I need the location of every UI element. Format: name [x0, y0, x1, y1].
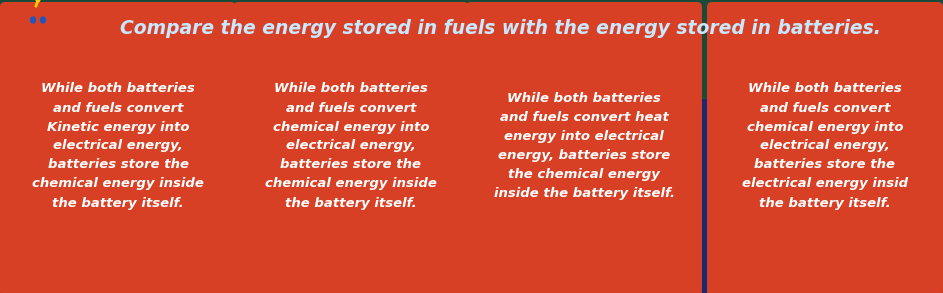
Bar [22, 22, 54, 40]
Text: While both batteries
and fuels convert
chemical energy into
electrical energy,
b: While both batteries and fuels convert c… [742, 83, 908, 209]
FancyBboxPatch shape [233, 2, 469, 293]
Ellipse shape [22, 4, 54, 40]
Bar [25, 22, 51, 36]
Text: While both batteries
and fuels convert heat
energy into electrical
energy, batte: While both batteries and fuels convert h… [493, 92, 674, 200]
Text: Compare the energy stored in fuels with the energy stored in batteries.: Compare the energy stored in fuels with … [120, 18, 881, 38]
Text: While both batteries
and fuels convert
Kinetic energy into
electrical energy,
ba: While both batteries and fuels convert K… [32, 83, 204, 209]
Ellipse shape [30, 17, 36, 23]
Bar [0, 0, 943, 98]
FancyBboxPatch shape [707, 2, 943, 293]
FancyBboxPatch shape [0, 2, 236, 293]
Ellipse shape [25, 7, 51, 37]
Text: While both batteries
and fuels convert
chemical energy into
electrical energy,
b: While both batteries and fuels convert c… [265, 83, 437, 209]
FancyBboxPatch shape [466, 2, 702, 293]
Ellipse shape [36, 0, 40, 2]
Ellipse shape [41, 17, 45, 23]
